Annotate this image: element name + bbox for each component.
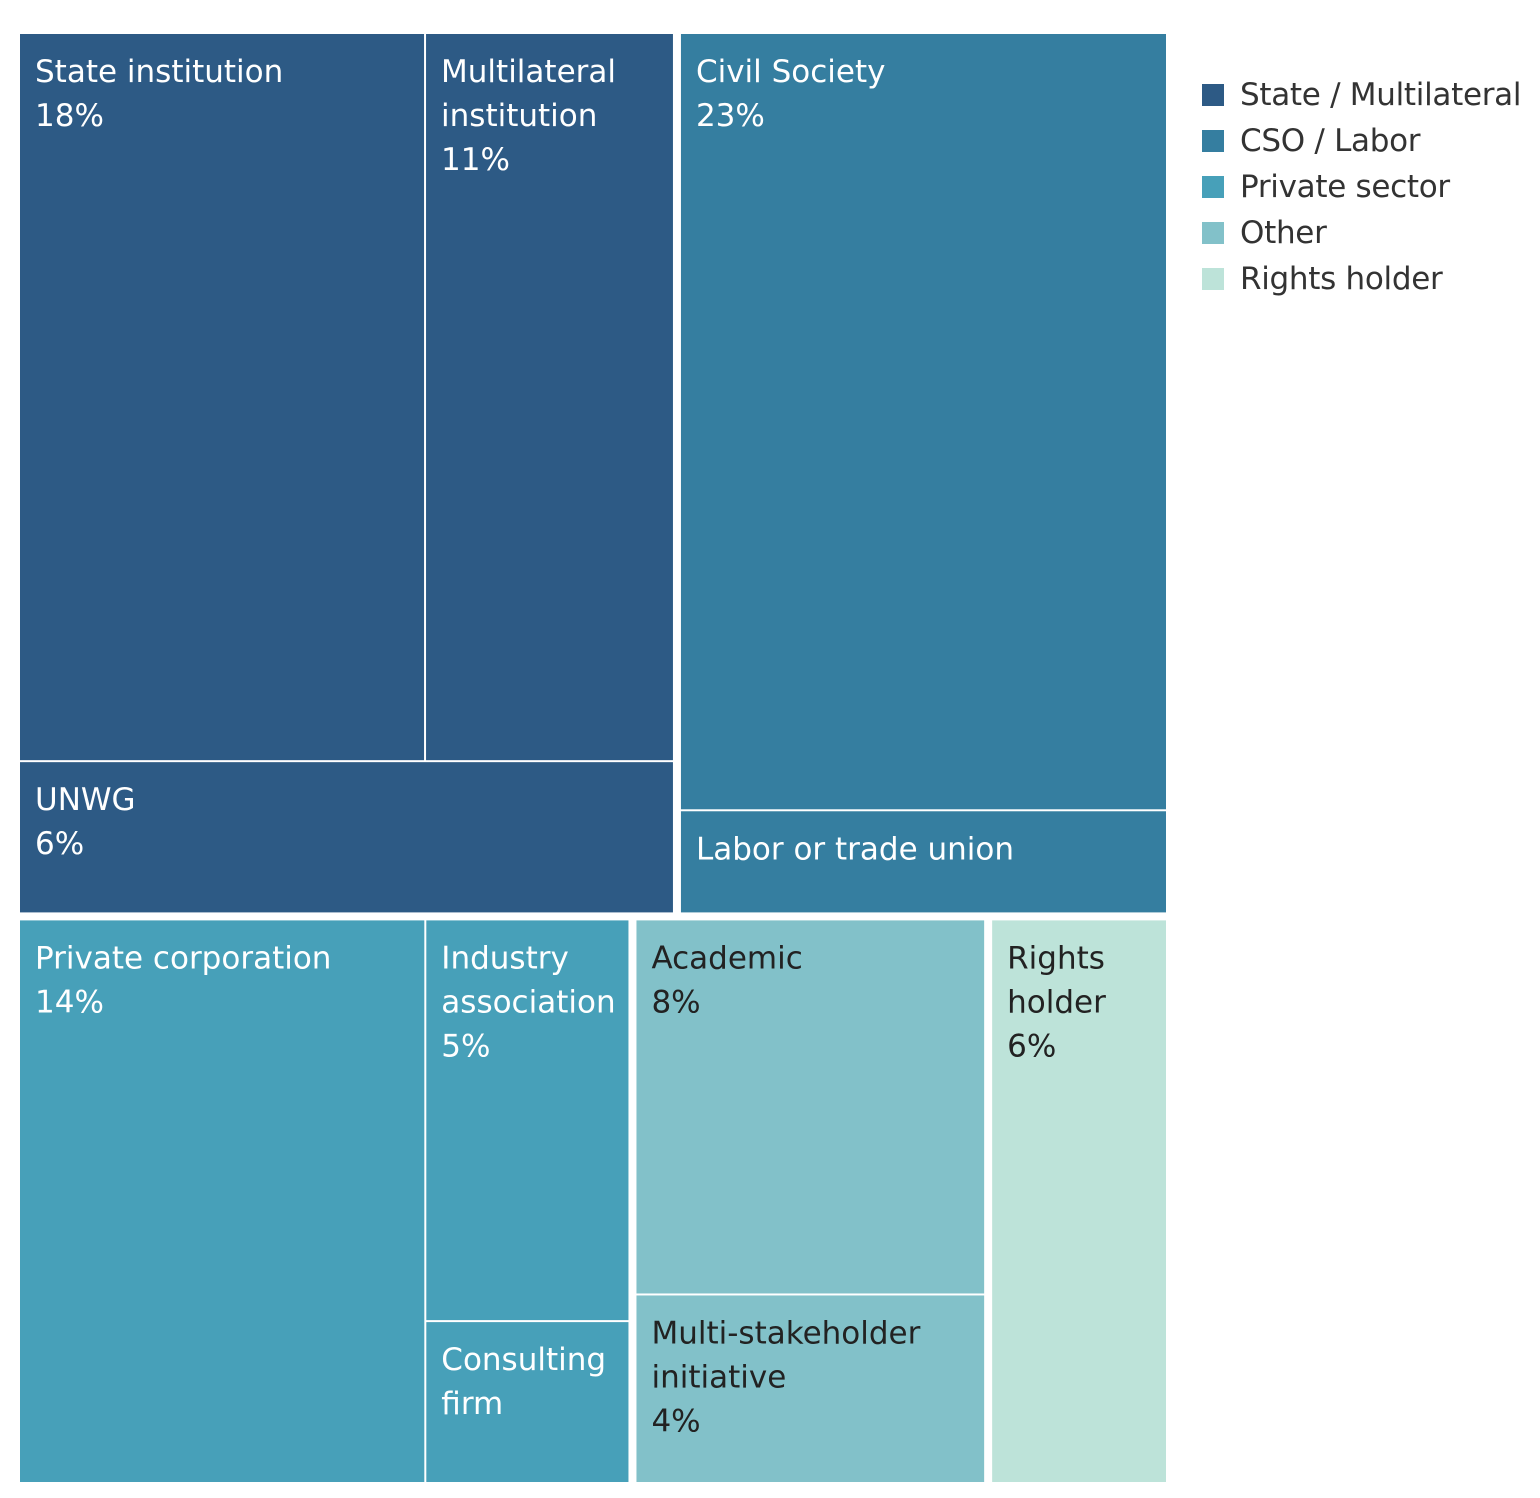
tile-rights-holder-value-label: 6%	[1007, 1028, 1056, 1064]
legend-swatch	[1202, 130, 1224, 152]
tile-multilateral-institution[interactable]	[426, 34, 673, 761]
treemap-group-cso-labor: Civil Society 23% Labor or trade union	[680, 34, 1166, 913]
legend-label: Other	[1240, 215, 1327, 251]
tile-multilateral-institution-label: Multilateral	[441, 54, 616, 90]
tile-unwg-label: UNWG	[35, 782, 136, 818]
tile-industry-association[interactable]	[426, 920, 629, 1321]
tile-multi-stakeholder-initiative-label: initiative	[651, 1359, 786, 1395]
legend-label: CSO / Labor	[1240, 123, 1421, 159]
tile-civil-society[interactable]	[680, 34, 1166, 810]
treemap-group-private-sector: Private corporation 14% Industry associatio…	[20, 920, 629, 1482]
legend-item-private-sector[interactable]: Private sector	[1202, 164, 1521, 210]
tile-multi-stakeholder-initiative-value-label: 4%	[651, 1403, 700, 1439]
legend-swatch	[1202, 268, 1224, 290]
tile-rights-holder-label: holder	[1007, 984, 1106, 1020]
tile-private-corporation[interactable]	[20, 920, 425, 1482]
legend-item-cso-labor[interactable]: CSO / Labor	[1202, 118, 1521, 164]
tile-consulting-firm-label: Consulting	[441, 1342, 606, 1378]
tile-consulting-firm[interactable]	[426, 1322, 629, 1482]
legend: State / Multilateral CSO / Labor Private s…	[1202, 72, 1521, 302]
tile-academic-label: Academic	[651, 940, 802, 976]
tile-industry-association-label: Industry	[441, 940, 569, 976]
tile-unwg-value-label: 6%	[35, 826, 84, 862]
treemap-group-state-multilateral: State institution 18% Multilateral institut…	[20, 34, 673, 913]
tile-civil-society-label: Civil Society	[696, 54, 886, 90]
legend-label: State / Multilateral	[1240, 77, 1522, 113]
treemap-group-other: Academic 8% Multi-stakeholder initiative 4%	[636, 920, 985, 1482]
tile-private-corporation-value-label: 14%	[35, 984, 104, 1020]
legend-swatch	[1202, 176, 1224, 198]
treemap-chart: State institution 18% Multilateral institut…	[20, 34, 1166, 1482]
tile-state-institution-value-label: 18%	[35, 98, 104, 134]
legend-item-other[interactable]: Other	[1202, 210, 1521, 256]
legend-swatch	[1202, 222, 1224, 244]
tile-state-institution[interactable]	[20, 34, 425, 761]
tile-multilateral-institution-value-label: 11%	[441, 142, 510, 178]
tile-labor-or-trade-union-label: Labor or trade union	[696, 831, 1014, 867]
treemap-group-rights-holder: Rights holder 6%	[992, 920, 1166, 1482]
tile-academic[interactable]	[636, 920, 985, 1294]
tile-multi-stakeholder-initiative[interactable]	[636, 1295, 985, 1482]
legend-item-rights-holder[interactable]: Rights holder	[1202, 256, 1521, 302]
legend-label: Rights holder	[1240, 261, 1443, 297]
tile-unwg[interactable]	[20, 762, 673, 913]
legend-label: Private sector	[1240, 169, 1450, 205]
tile-multilateral-institution-label: institution	[441, 98, 597, 134]
tile-rights-holder-label: Rights	[1007, 940, 1105, 976]
legend-swatch	[1202, 84, 1224, 106]
tile-labor-or-trade-union[interactable]	[680, 811, 1166, 913]
tile-academic-value-label: 8%	[651, 984, 700, 1020]
tile-private-corporation-label: Private corporation	[35, 940, 331, 976]
tile-industry-association-label: association	[441, 984, 615, 1020]
tile-civil-society-value-label: 23%	[696, 98, 765, 134]
tile-industry-association-value-label: 5%	[441, 1028, 490, 1064]
tile-consulting-firm-label: firm	[441, 1386, 503, 1422]
tile-rights-holder[interactable]	[992, 920, 1166, 1482]
tile-state-institution-label: State institution	[35, 54, 283, 90]
legend-item-state-multilateral[interactable]: State / Multilateral	[1202, 72, 1521, 118]
tile-multi-stakeholder-initiative-label: Multi-stakeholder	[651, 1315, 920, 1351]
